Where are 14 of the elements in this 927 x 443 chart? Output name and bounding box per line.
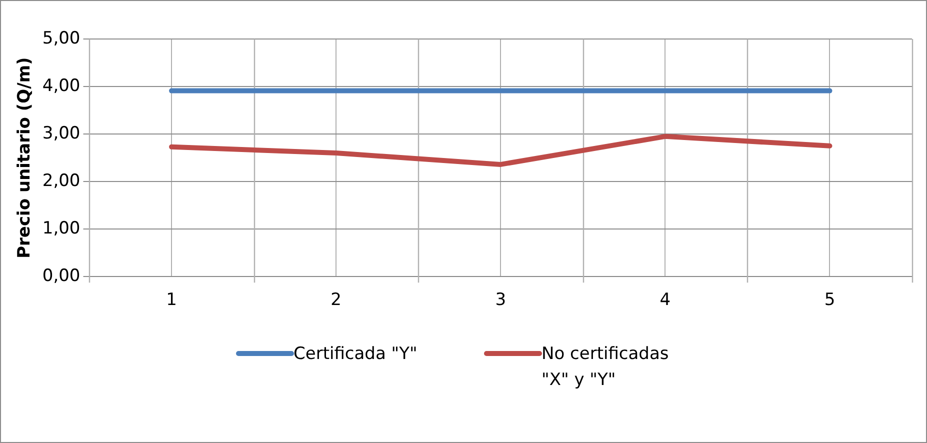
x-tick-label: 1: [166, 290, 177, 310]
y-tick-label: 5,00: [42, 28, 80, 48]
y-tick-label: 1,00: [42, 218, 80, 238]
legend-label: No certificadas "X" y "Y": [542, 343, 670, 392]
legend-label: Certificada "Y": [294, 343, 418, 366]
x-tick-label: 5: [824, 290, 836, 310]
y-tick-label: 2,00: [42, 170, 80, 191]
x-tick-label: 4: [660, 290, 671, 310]
y-axis-title: Precio unitario (Q/m): [14, 57, 35, 258]
y-tick-label: 3,00: [42, 123, 80, 144]
x-tick-label: 2: [330, 290, 342, 310]
y-tick-label: 4,00: [42, 76, 80, 96]
y-tick-label: 0,00: [42, 266, 80, 286]
x-tick-label: 3: [495, 290, 506, 310]
